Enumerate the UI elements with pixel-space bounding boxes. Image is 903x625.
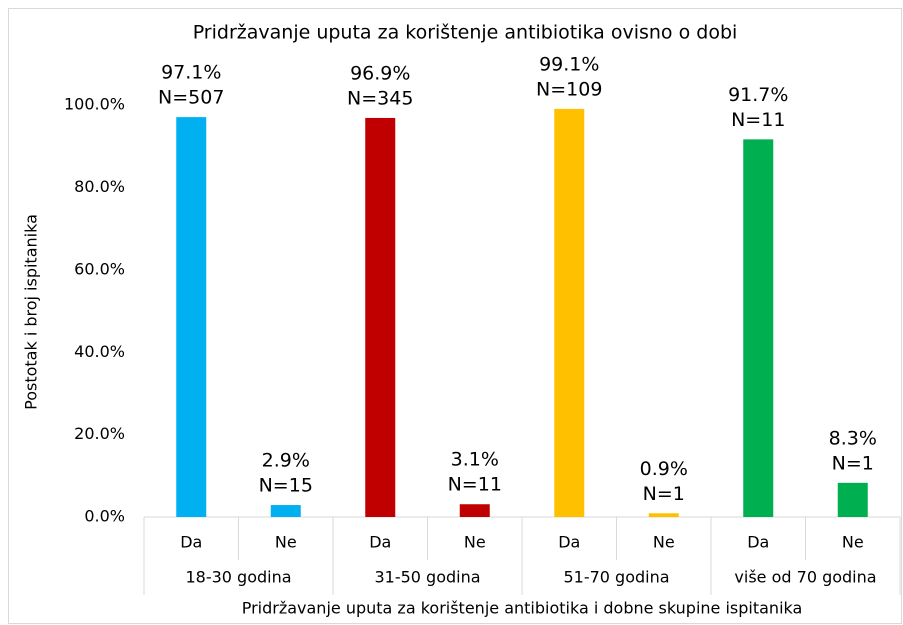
y-tick-label: 0.0% [84, 507, 125, 526]
x-tick-label: Ne [275, 533, 297, 552]
count-label: N=15 [259, 475, 313, 497]
y-axis-title: Postotak i broj ispitanika [22, 214, 41, 410]
count-label: N=345 [347, 87, 413, 109]
y-tick-label: 20.0% [74, 424, 125, 443]
bar [743, 139, 774, 517]
bar [554, 108, 585, 517]
data-label: 2.9% [262, 450, 310, 472]
count-label: N=1 [643, 483, 685, 505]
y-tick-label: 40.0% [74, 342, 125, 361]
data-label: 99.1% [539, 53, 599, 75]
bar [270, 505, 301, 517]
y-tick-label: 80.0% [74, 177, 125, 196]
data-label: 96.9% [350, 62, 410, 84]
count-label: N=11 [448, 474, 502, 496]
group-label: 18-30 godina [185, 568, 291, 587]
group-label: 51-70 godina [563, 568, 669, 587]
data-label: 0.9% [640, 458, 688, 480]
chart-border [8, 8, 902, 624]
x-tick-label: Ne [464, 533, 486, 552]
x-tick-label: Ne [842, 533, 864, 552]
count-label: N=109 [536, 78, 602, 100]
data-label: 97.1% [161, 62, 221, 84]
bar [365, 117, 396, 517]
x-tick-label: Da [180, 533, 202, 552]
group-label: više od 70 godina [734, 568, 876, 587]
data-label: 8.3% [829, 427, 877, 449]
data-label: 3.1% [451, 449, 499, 471]
x-tick-label: Da [369, 533, 391, 552]
bar [459, 504, 490, 517]
count-label: N=1 [832, 452, 874, 474]
x-tick-label: Ne [653, 533, 675, 552]
x-tick-label: Da [558, 533, 580, 552]
bar [648, 513, 679, 517]
bar [176, 117, 207, 517]
x-tick-label: Da [747, 533, 769, 552]
y-tick-label: 60.0% [74, 259, 125, 278]
y-tick-label: 100.0% [64, 95, 125, 114]
count-label: N=11 [731, 109, 785, 131]
bar [837, 482, 868, 517]
data-label: 91.7% [728, 84, 788, 106]
count-label: N=507 [158, 87, 224, 109]
chart-title: Pridržavanje uputa za korištenje antibio… [193, 22, 738, 44]
x-axis-title: Pridržavanje uputa za korištenje antibio… [242, 599, 803, 618]
group-label: 31-50 godina [374, 568, 480, 587]
